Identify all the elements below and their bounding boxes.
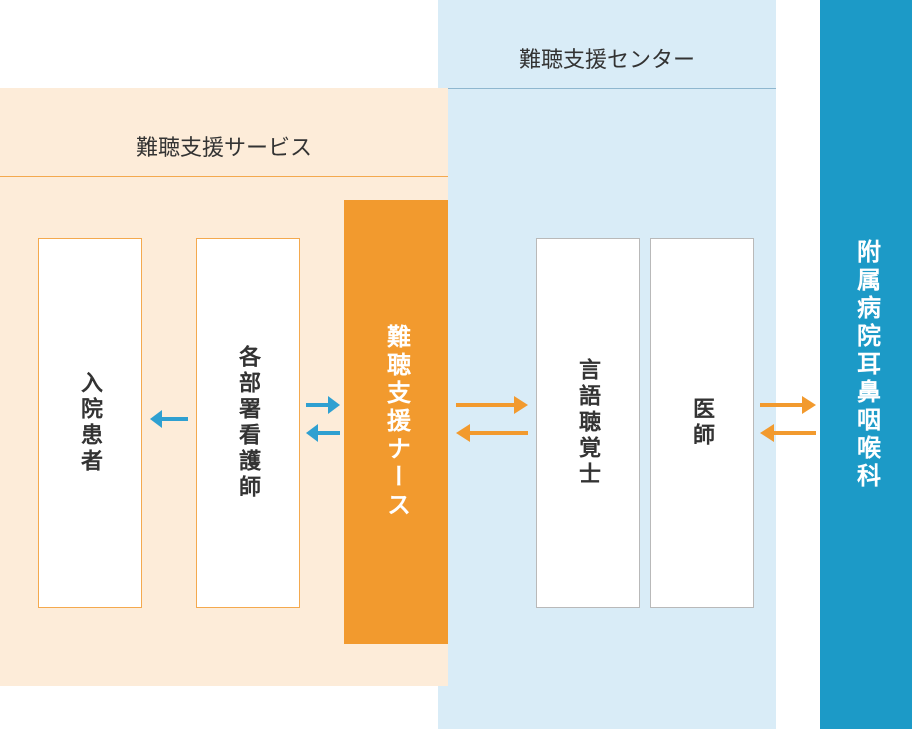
arrow-left-icon [456, 424, 528, 442]
arrow-left-icon [306, 424, 340, 442]
box-doctor-label: 医師 [686, 397, 718, 449]
box-slp: 言語聴覚士 [536, 238, 640, 608]
arrow-right-icon [456, 396, 528, 414]
arrow-supportnurse-slp [456, 396, 528, 442]
arrow-patient-nurses [150, 410, 188, 428]
region-service-title: 難聴支援サービス [0, 130, 448, 162]
arrow-nurses-supportnurse [306, 396, 340, 442]
box-support-nurse-label: 難聴支援ナース [379, 324, 414, 520]
box-slp-label: 言語聴覚士 [572, 358, 604, 488]
box-patient: 入院患者 [38, 238, 142, 608]
diagram-root: 難聴支援センター 難聴支援サービス 附属病院耳鼻咽喉科 入院患者 各部署看護師 … [0, 0, 912, 729]
box-nurses: 各部署看護師 [196, 238, 300, 608]
region-service-rule [0, 176, 448, 177]
arrow-right-icon [760, 396, 816, 414]
box-patient-label: 入院患者 [74, 371, 106, 475]
arrow-doctor-ent [760, 396, 816, 442]
box-support-nurse: 難聴支援ナース [344, 200, 448, 644]
region-ent: 附属病院耳鼻咽喉科 [820, 0, 912, 729]
arrow-left-icon [150, 410, 188, 428]
region-center-rule [438, 88, 776, 89]
region-ent-label: 附属病院耳鼻咽喉科 [849, 239, 884, 491]
box-doctor: 医師 [650, 238, 754, 608]
box-nurses-label: 各部署看護師 [232, 345, 264, 501]
arrow-left-icon [760, 424, 816, 442]
arrow-right-icon [306, 396, 340, 414]
region-center-title: 難聴支援センター [438, 42, 776, 74]
